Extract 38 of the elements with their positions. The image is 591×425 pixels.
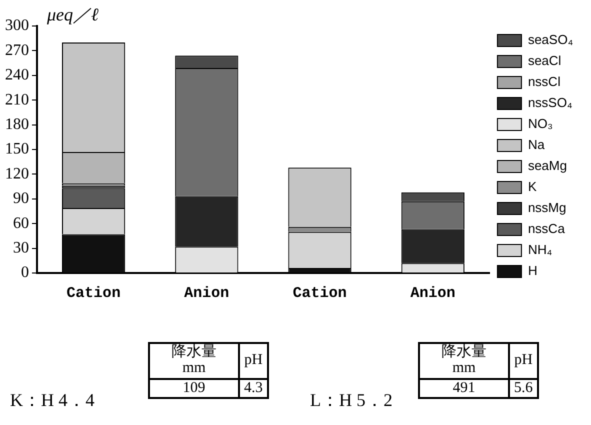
y-tick-label: 210 (5, 91, 29, 108)
legend-label: seaSO₄ (528, 32, 574, 48)
text: 491 (419, 378, 509, 398)
y-axis-title: μeq／ℓ (46, 4, 100, 25)
legend-label: H (528, 263, 538, 278)
legend-label: nssCa (528, 221, 566, 236)
y-tick-label: 0 (21, 264, 29, 282)
y-tick-label: 240 (5, 66, 29, 84)
legend-label: nssSO₄ (528, 95, 572, 110)
x-tick-label: Anion (410, 284, 456, 302)
legend-label: seaMg (528, 158, 567, 174)
x-tick-label: Cation (292, 284, 347, 302)
legend-label: NH₄ (528, 242, 552, 258)
text: 降水量 mm (419, 343, 509, 378)
text: 5.6 (509, 378, 538, 398)
x-tick-label: Cation (66, 284, 121, 302)
text: 109 (149, 378, 239, 398)
y-tick-label: 180 (5, 116, 29, 134)
legend-label: nssMg (528, 200, 566, 216)
x-tick-label: Anion (184, 284, 230, 302)
text: L：H 5．2 (310, 389, 392, 412)
text: 降水量 mm (149, 343, 239, 378)
legend-label: Na (528, 137, 546, 152)
legend-label: K (528, 179, 537, 194)
y-tick-label: 270 (5, 42, 29, 59)
y-tick-label: 150 (5, 140, 29, 158)
legend-label: nssCl (528, 74, 561, 90)
text: K：H 4．4 (10, 389, 94, 412)
legend-label: NO₃ (528, 116, 553, 132)
text: 4.3 (239, 378, 268, 398)
y-tick-label: 30 (13, 240, 29, 257)
y-tick-label: 90 (13, 190, 29, 208)
legend-label: seaCl (528, 53, 562, 68)
y-tick-label: 120 (5, 165, 29, 182)
y-tick-label: 300 (5, 17, 29, 34)
text: pH (239, 343, 268, 378)
text: pH (509, 343, 538, 378)
y-tick-label: 60 (13, 214, 29, 232)
